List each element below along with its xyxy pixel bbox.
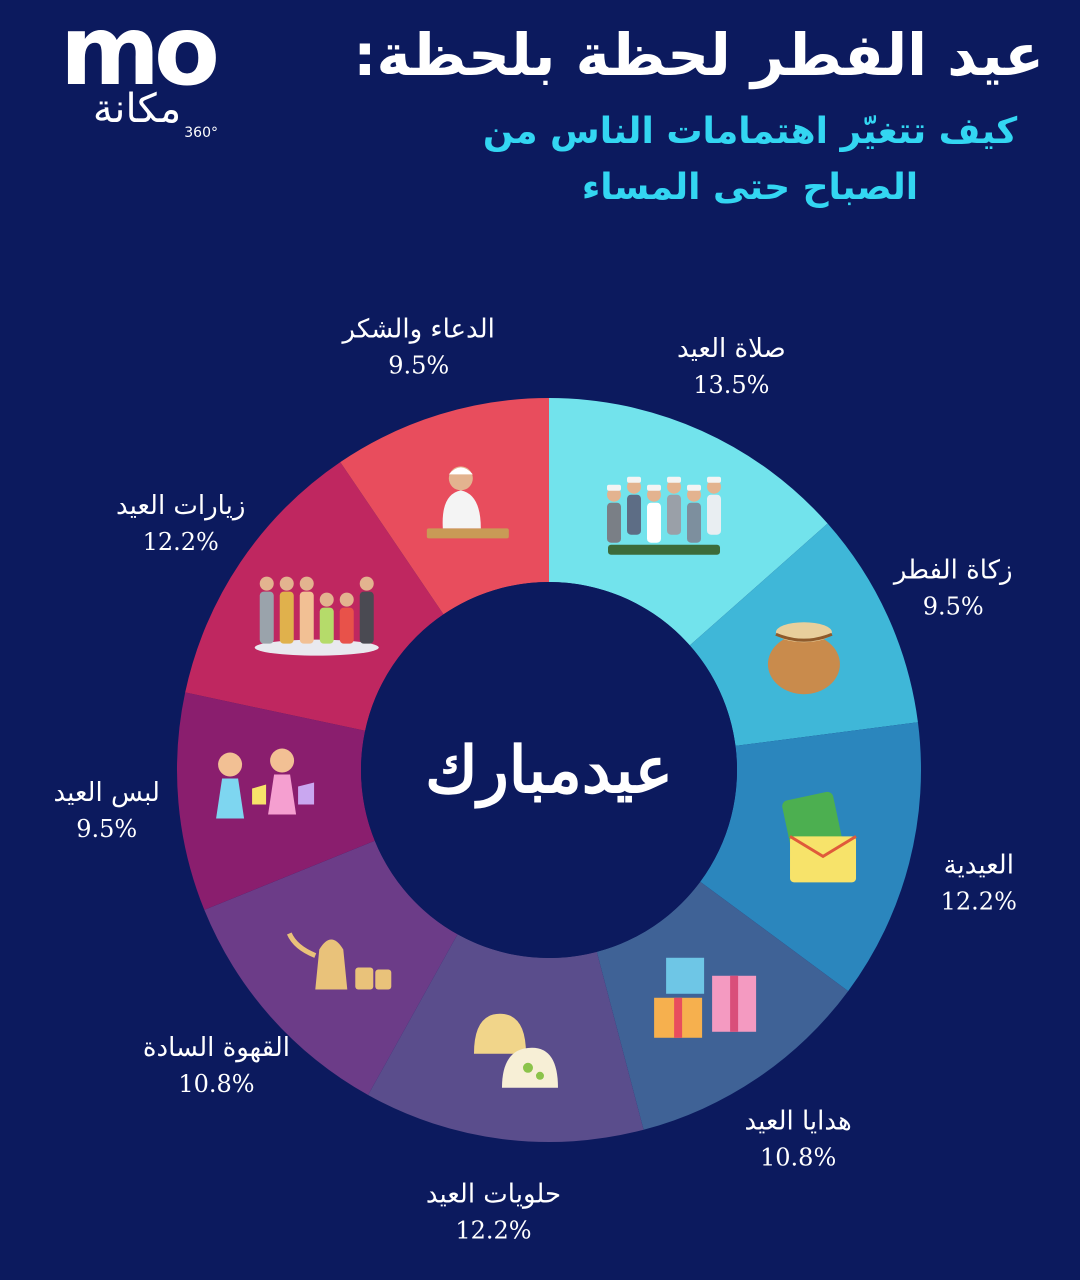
slice-9 [340,398,549,615]
subtitle-line-1: كيف تتغيّر اهتمامات الناس من [482,111,1018,152]
slice-label-2: زكاة الفطر [892,555,1013,585]
slice-value-7: 9.5% [76,815,137,843]
slice-value-4: 10.8% [760,1144,836,1172]
sweets-icon [473,1013,558,1088]
slice-label-8: زيارات العيد [116,491,245,521]
donut-center [361,582,737,958]
slice-label-5: حلويات العيد [426,1180,561,1210]
slice-label-7: لبس العيد [54,778,160,808]
logo-arabic: مكانة [92,86,182,132]
praying-child-icon [426,466,509,539]
slice-value-5: 12.2% [455,1217,531,1245]
grain-sack-icon [767,622,840,695]
slice-value-6: 10.8% [178,1070,254,1098]
eid-mubarak-calligraphy: عيدمبارك [425,733,673,809]
slice-label-1: صلاة العيد [677,334,786,364]
page-subtitle: كيف تتغيّر اهتمامات الناس من الصباح حتى … [440,104,1060,216]
slice-label-6: القهوة السادة [143,1033,290,1063]
slice-value-3: 12.2% [941,888,1017,916]
logo-mark: mo [60,0,220,107]
family-visit-icon [254,576,379,656]
money-envelope-icon [782,791,857,883]
subtitle-line-2: الصباح حتى المساء [581,167,919,208]
slice-value-1: 13.5% [693,371,769,399]
slice-label-4: هدايا العيد [745,1107,852,1137]
gift-boxes-icon [654,957,757,1038]
eid-prayer-icon [607,476,722,555]
logo-sub: 360° [184,125,218,141]
slice-label-9: الدعاء والشكر [341,315,495,345]
coffee-pot-icon [286,932,392,990]
brand-logo: mo مكانة 360° [42,0,232,146]
slice-label-3: العيدية [944,851,1014,881]
slice-value-2: 9.5% [923,592,984,620]
page-title: عيد الفطر لحظة بلحظة: [353,21,1044,89]
slice-value-8: 12.2% [143,528,219,556]
slice-value-9: 9.5% [388,352,449,380]
slice-8 [185,462,444,731]
eid-clothes-icon [216,748,315,819]
